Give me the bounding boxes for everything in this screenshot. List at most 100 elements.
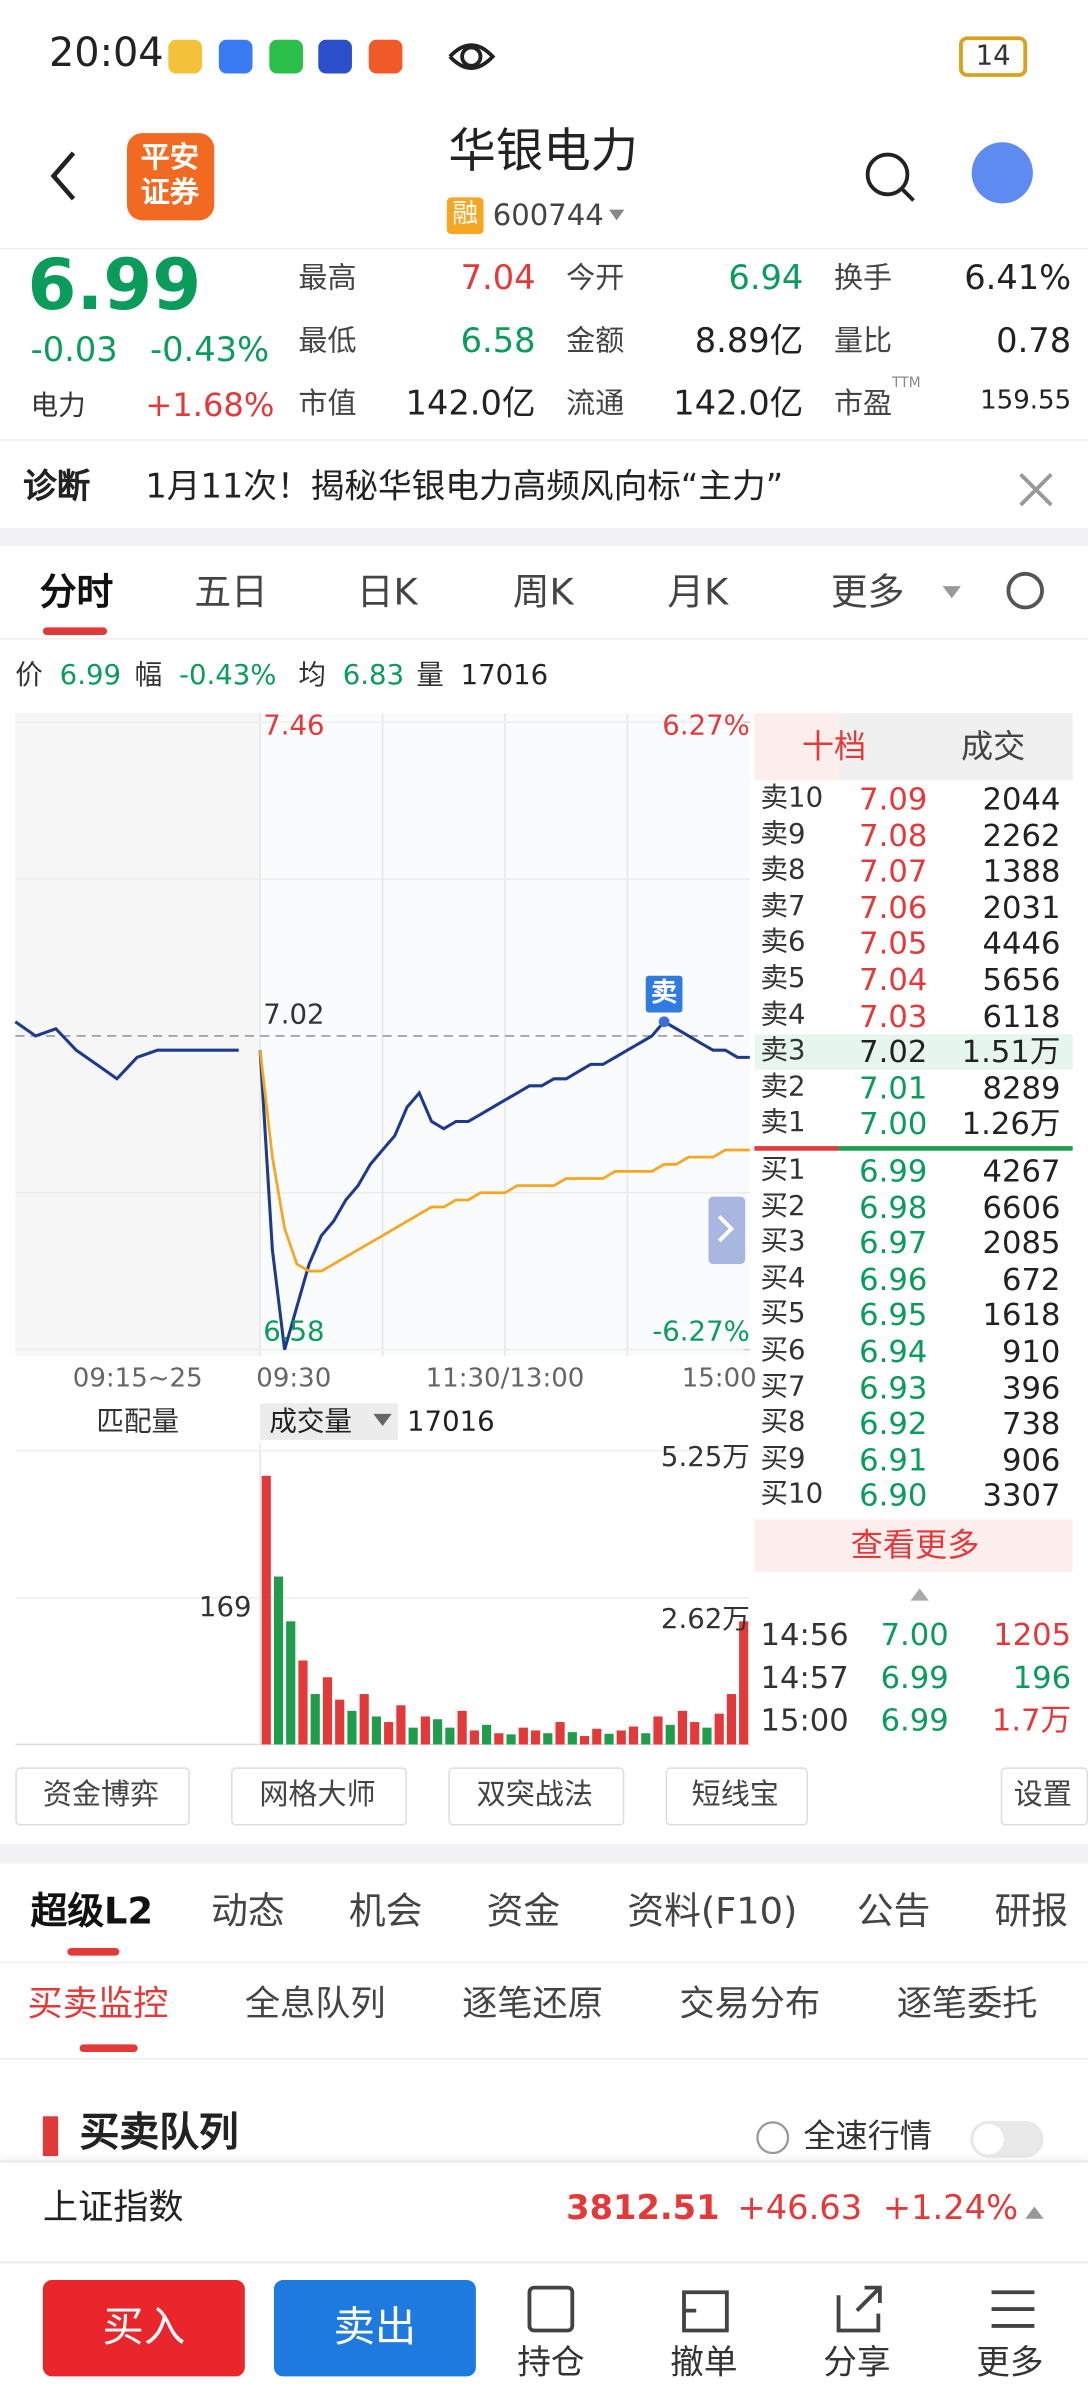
sub-tab[interactable]: 全息队列 — [244, 1984, 386, 2025]
tool-button-label[interactable]: 双突战法 — [476, 1778, 593, 1812]
book-price: 7.04 — [859, 960, 928, 998]
toolbar-item[interactable]: 撤单 — [670, 2344, 738, 2383]
main-tab[interactable]: 动态 — [211, 1889, 285, 1933]
volume-bar — [494, 1733, 504, 1745]
expand-button[interactable] — [708, 1196, 746, 1264]
tool-button-label[interactable]: 网格大师 — [259, 1778, 376, 1812]
book-label: 卖3 — [760, 1034, 806, 1067]
tool-button[interactable] — [448, 1767, 625, 1826]
book-price: 6.93 — [859, 1368, 928, 1406]
expand[interactable] — [1025, 2206, 1044, 2219]
sub-tab[interactable]: 逐笔委托 — [896, 1984, 1038, 2025]
diagnosis-text[interactable]: 1月11次！揭秘华银电力高频风向标“主力” — [145, 468, 784, 507]
settings-icon[interactable] — [1006, 571, 1044, 610]
period-tab[interactable]: 分时 — [39, 570, 114, 614]
icon[interactable] — [991, 2290, 1035, 2328]
dropdown[interactable] — [609, 209, 625, 221]
divider — [0, 638, 1088, 640]
volume-bar — [371, 1716, 382, 1745]
toolbar-item[interactable]: 持仓 — [517, 2344, 585, 2383]
main-tab[interactable]: 研报 — [994, 1889, 1069, 1933]
period-tab[interactable]: 五日 — [194, 570, 268, 614]
sell-button-bg[interactable] — [273, 2279, 476, 2377]
sub-tab[interactable]: 逐笔还原 — [462, 1984, 603, 2025]
stat-value: 142.0亿 — [405, 385, 536, 424]
volume-tab[interactable]: 匹配量 — [96, 1406, 180, 1439]
info-label: 价 — [15, 659, 43, 692]
tool-button-label[interactable]: 设置 — [1013, 1778, 1072, 1812]
info-icon[interactable] — [756, 2121, 790, 2155]
sub-tab[interactable]: 买卖监控 — [27, 1984, 169, 2025]
main-tab[interactable]: 公告 — [856, 1889, 931, 1933]
stat-label: 今开 — [566, 261, 625, 296]
volume-bar — [420, 1716, 430, 1745]
volume-bar — [359, 1694, 369, 1745]
period-tab[interactable]: 月K — [667, 570, 729, 614]
price-line — [258, 1050, 750, 1273]
tool-button[interactable] — [231, 1767, 408, 1826]
icon[interactable] — [836, 2285, 882, 2333]
view-more[interactable]: 查看更多 — [850, 1527, 980, 1564]
book-volume: 2262 — [982, 816, 1061, 854]
stat-label: 流通 — [566, 387, 625, 421]
buy-button-bg[interactable] — [42, 2279, 245, 2377]
buy-button[interactable]: 买入 — [102, 2304, 186, 2352]
back-icon[interactable] — [50, 151, 76, 201]
trade-volume: 196 — [1012, 1658, 1072, 1696]
tool-button-label[interactable]: 短线宝 — [691, 1778, 779, 1812]
volume-bar — [641, 1733, 651, 1745]
collapse[interactable] — [910, 1588, 929, 1601]
tool-button[interactable] — [15, 1767, 190, 1826]
book-label: 卖7 — [760, 890, 806, 923]
info-label: 均 — [298, 659, 326, 692]
divider — [0, 2058, 1088, 2060]
assistant-icon[interactable] — [971, 142, 1033, 204]
period-tab[interactable]: 更多 — [830, 570, 905, 614]
main-tab[interactable]: 资金 — [486, 1889, 561, 1933]
app-icon — [318, 39, 352, 74]
trade-time: 14:56 — [760, 1615, 849, 1653]
expand-arrow — [717, 1215, 735, 1243]
dropdown[interactable] — [373, 1413, 392, 1427]
y-tick-label: 5.25万 — [660, 1441, 750, 1474]
index-change-pct: +1.24% — [882, 2189, 1019, 2228]
book-price: 6.92 — [859, 1405, 928, 1442]
tool-button[interactable] — [665, 1767, 808, 1826]
x-tick-label: 15:00 — [681, 1363, 757, 1395]
book-divider — [754, 1146, 839, 1151]
close-icon[interactable] — [1019, 473, 1053, 507]
volume-bar — [530, 1730, 541, 1745]
tool-button[interactable] — [1000, 1767, 1088, 1826]
book-tab[interactable]: 十档 — [801, 728, 867, 766]
toolbar-item[interactable]: 更多 — [976, 2344, 1044, 2383]
volume-select[interactable] — [260, 1403, 398, 1440]
main-tab[interactable]: 超级L2 — [30, 1889, 154, 1933]
volume-bar — [273, 1576, 284, 1745]
toolbar-item[interactable]: 分享 — [823, 2344, 891, 2383]
search-icon[interactable] — [865, 152, 910, 197]
book-label: 卖6 — [760, 926, 806, 959]
volume-bar — [567, 1732, 577, 1745]
toggle-label: 全速行情 — [803, 2117, 932, 2155]
period-tab[interactable]: 周K — [512, 570, 574, 614]
main-tab[interactable]: 机会 — [348, 1889, 423, 1933]
book-volume: 6118 — [982, 997, 1061, 1034]
icon[interactable] — [682, 2290, 729, 2333]
volume-tab[interactable]: 成交量 — [269, 1406, 352, 1439]
tool-button-label[interactable]: 资金博弈 — [42, 1778, 160, 1812]
main-tab[interactable]: 资料(F10) — [627, 1889, 798, 1933]
dropdown[interactable] — [942, 586, 961, 599]
sub-tab[interactable]: 交易分布 — [679, 1984, 821, 2025]
icon[interactable] — [527, 2285, 575, 2333]
volume-bar — [396, 1705, 406, 1745]
book-label: 卖1 — [760, 1106, 806, 1140]
clock: 20:04 — [48, 30, 164, 77]
book-volume: 8289 — [982, 1069, 1061, 1107]
book-volume: 1.26万 — [961, 1105, 1061, 1143]
search-icon[interactable] — [901, 188, 915, 202]
period-tab[interactable]: 日K — [356, 570, 418, 614]
book-tab[interactable]: 成交 — [960, 728, 1026, 766]
book-volume: 906 — [1001, 1441, 1061, 1478]
sell-button[interactable]: 卖出 — [333, 2304, 417, 2352]
